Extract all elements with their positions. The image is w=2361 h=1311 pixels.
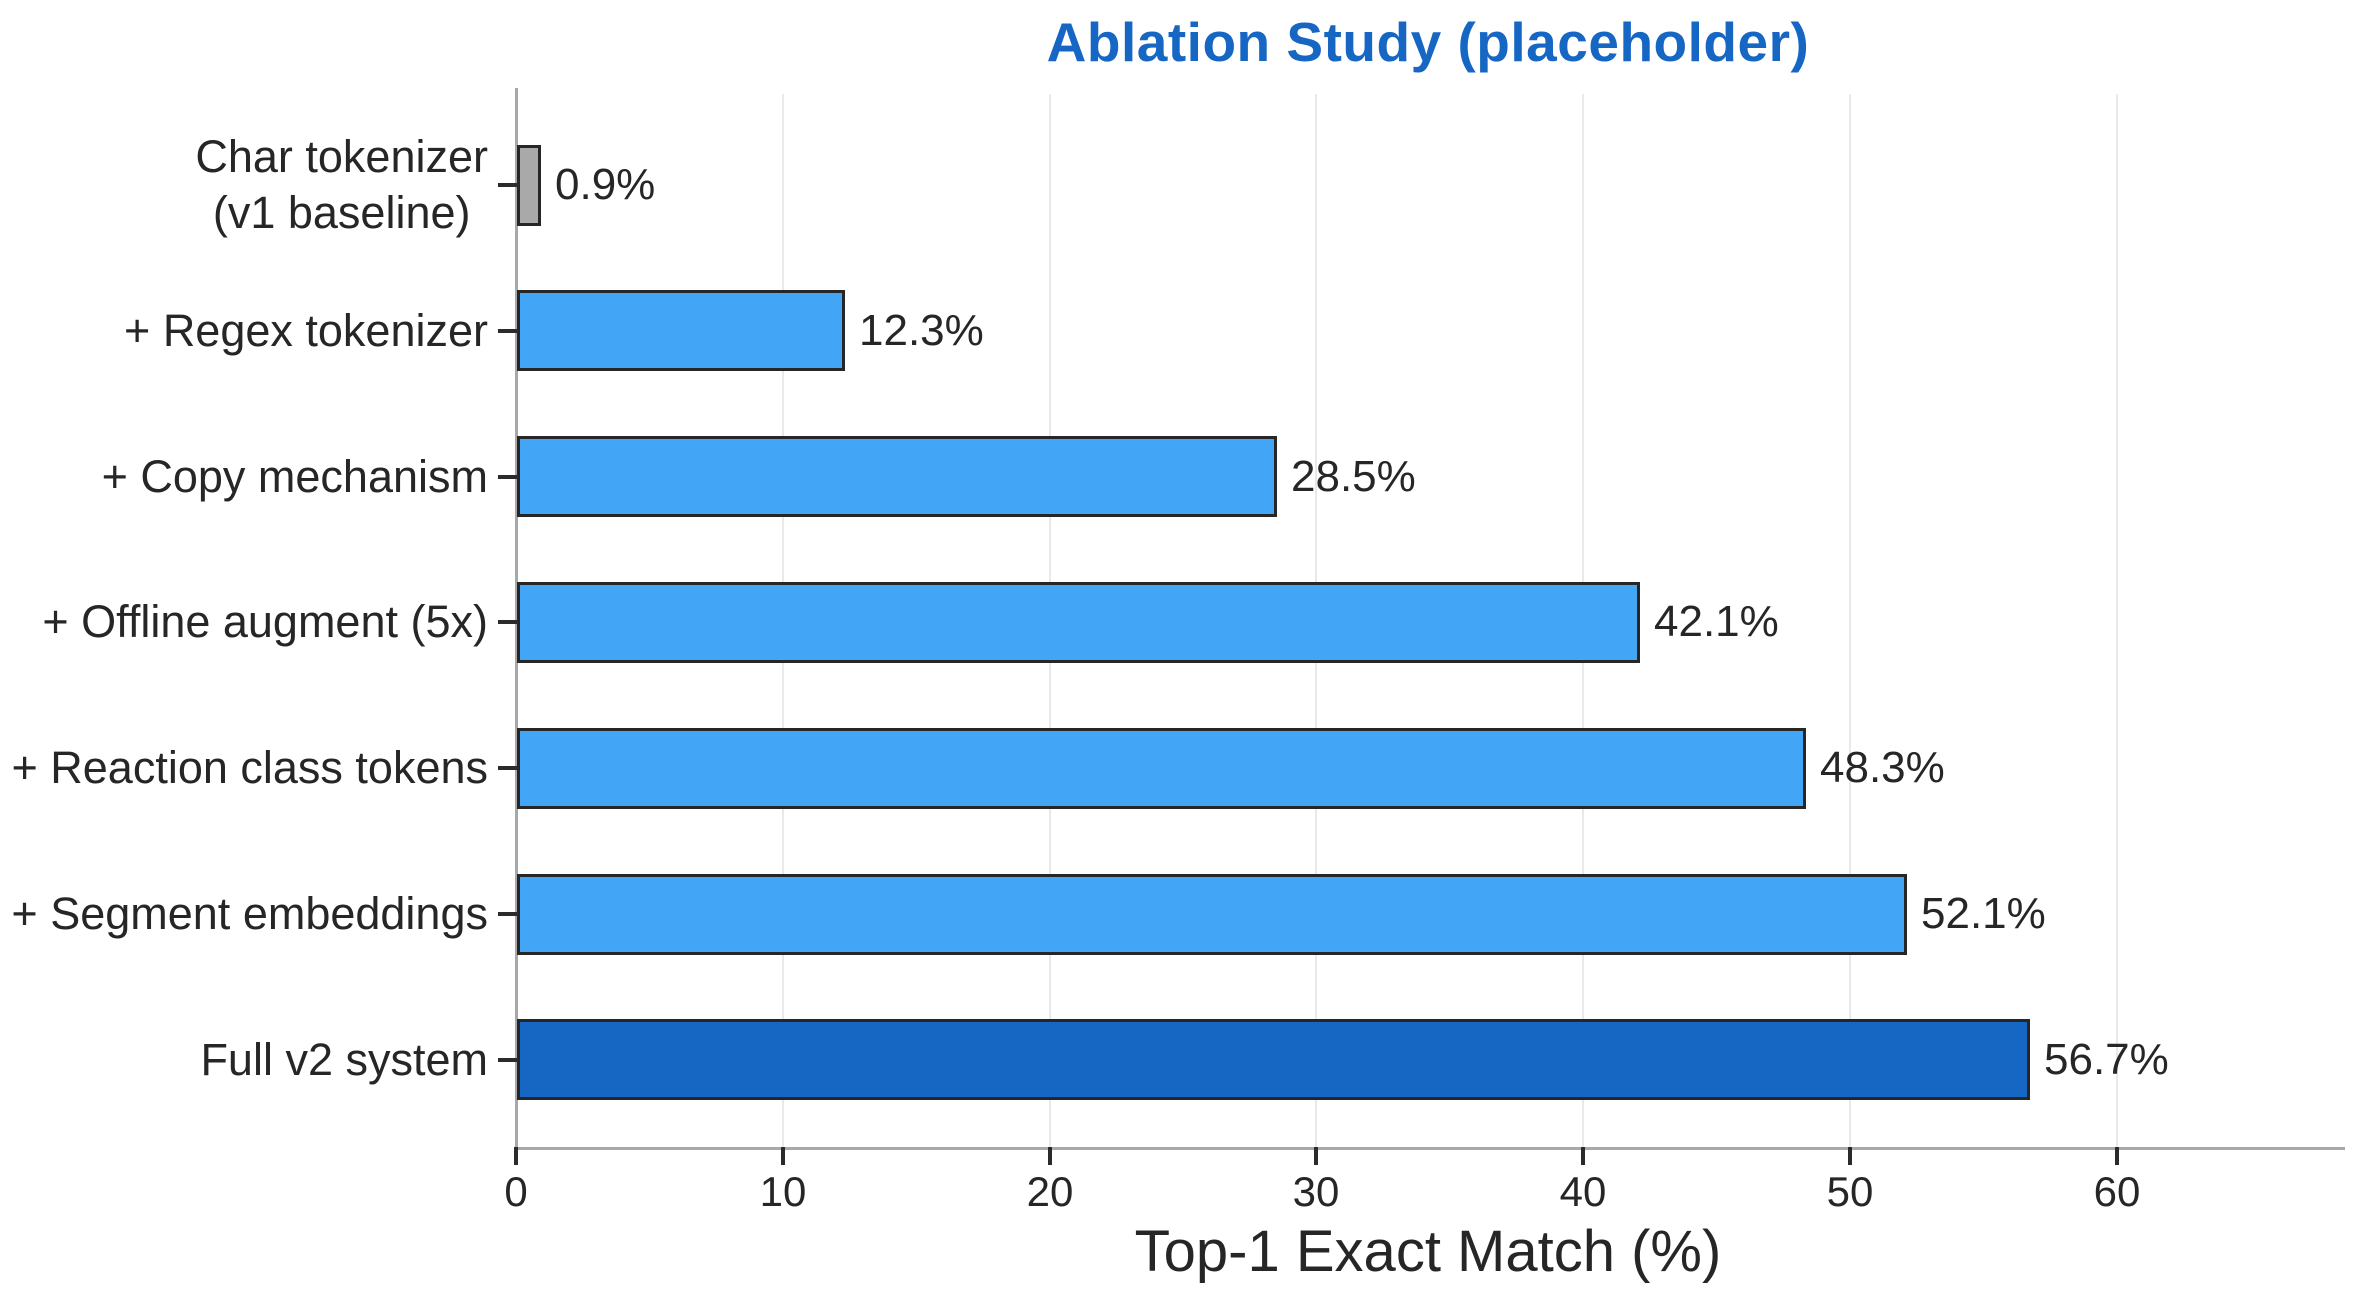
category-label: Full v2 system <box>200 1033 488 1085</box>
category-label: + Offline augment (5x) <box>42 596 488 648</box>
bar-value-label: 52.1% <box>1921 889 2046 939</box>
y-tick <box>498 912 518 916</box>
y-tick <box>498 475 518 479</box>
x-gridline <box>1849 94 1851 1147</box>
x-tick <box>781 1147 785 1165</box>
x-tick-label: 40 <box>1559 1168 1607 1215</box>
x-axis-spine <box>515 1147 2345 1150</box>
x-axis-label: Top-1 Exact Match (%) <box>1134 1219 1722 1284</box>
bar <box>517 145 541 226</box>
bar-value-label: 0.9% <box>555 160 656 209</box>
bar <box>517 582 1640 663</box>
bar-value-label: 48.3% <box>1820 743 1945 793</box>
x-gridline <box>2116 94 2118 1147</box>
x-tick-label: 20 <box>1026 1168 1074 1215</box>
x-tick-label: 10 <box>759 1168 807 1215</box>
y-tick <box>498 1058 518 1062</box>
bar-value-label: 12.3% <box>859 305 984 355</box>
category-label: + Reaction class tokens <box>11 742 489 794</box>
x-tick-label: 30 <box>1292 1168 1340 1215</box>
x-tick-label: 0 <box>504 1168 528 1215</box>
category-label: + Copy mechanism <box>101 450 488 502</box>
plot-area <box>516 94 2340 1147</box>
y-axis-spine <box>515 88 518 1150</box>
chart-title: Ablation Study (placeholder) <box>1046 11 1810 73</box>
bar-value-label: 56.7% <box>2044 1034 2169 1084</box>
bar <box>517 436 1277 517</box>
y-tick <box>498 329 518 333</box>
x-tick <box>1581 1147 1585 1165</box>
y-tick <box>498 183 518 187</box>
bar-value-label: 28.5% <box>1291 451 1416 501</box>
y-tick <box>498 766 518 770</box>
x-tick-label: 60 <box>2093 1168 2141 1215</box>
category-label: + Regex tokenizer <box>124 304 488 356</box>
x-tick <box>1048 1147 1052 1165</box>
category-label: Char tokenizer (v1 baseline) <box>195 130 488 238</box>
category-label: + Segment embeddings <box>11 888 488 940</box>
bar <box>517 290 845 371</box>
x-tick <box>514 1147 518 1165</box>
bar <box>517 728 1806 809</box>
x-tick <box>1314 1147 1318 1165</box>
bar <box>517 874 1907 955</box>
bar-value-label: 42.1% <box>1654 597 1779 647</box>
y-tick <box>498 620 518 624</box>
x-tick <box>1848 1147 1852 1165</box>
bar <box>517 1019 2030 1100</box>
x-tick <box>2115 1147 2119 1165</box>
x-tick-label: 50 <box>1826 1168 1874 1215</box>
